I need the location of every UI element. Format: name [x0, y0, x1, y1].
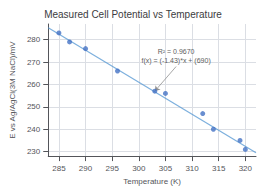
svg-text:240: 240 [27, 125, 41, 134]
svg-text:320: 320 [239, 164, 253, 173]
svg-text:Measured Cell Potential vs Tem: Measured Cell Potential vs Temperature [44, 9, 222, 20]
svg-text:295: 295 [105, 164, 119, 173]
svg-text:300: 300 [132, 164, 146, 173]
svg-text:Temperature (K): Temperature (K) [123, 177, 181, 186]
svg-text:310: 310 [185, 164, 199, 173]
svg-text:305: 305 [159, 164, 173, 173]
svg-text:290: 290 [79, 164, 93, 173]
svg-text:260: 260 [27, 80, 41, 89]
svg-text:f(x) = (-1.43)*x + (690): f(x) = (-1.43)*x + (690) [141, 57, 210, 65]
svg-text:285: 285 [52, 164, 66, 173]
svg-text:250: 250 [27, 102, 41, 111]
svg-text:R² = 0.9670: R² = 0.9670 [158, 48, 195, 55]
svg-text:315: 315 [212, 164, 226, 173]
svg-text:230: 230 [27, 147, 41, 156]
svg-text:270: 270 [27, 58, 41, 67]
svg-text:280: 280 [27, 35, 41, 44]
svg-text:E vs Ag/AgCl(3M NaCl)/mV: E vs Ag/AgCl(3M NaCl)/mV [8, 41, 17, 139]
